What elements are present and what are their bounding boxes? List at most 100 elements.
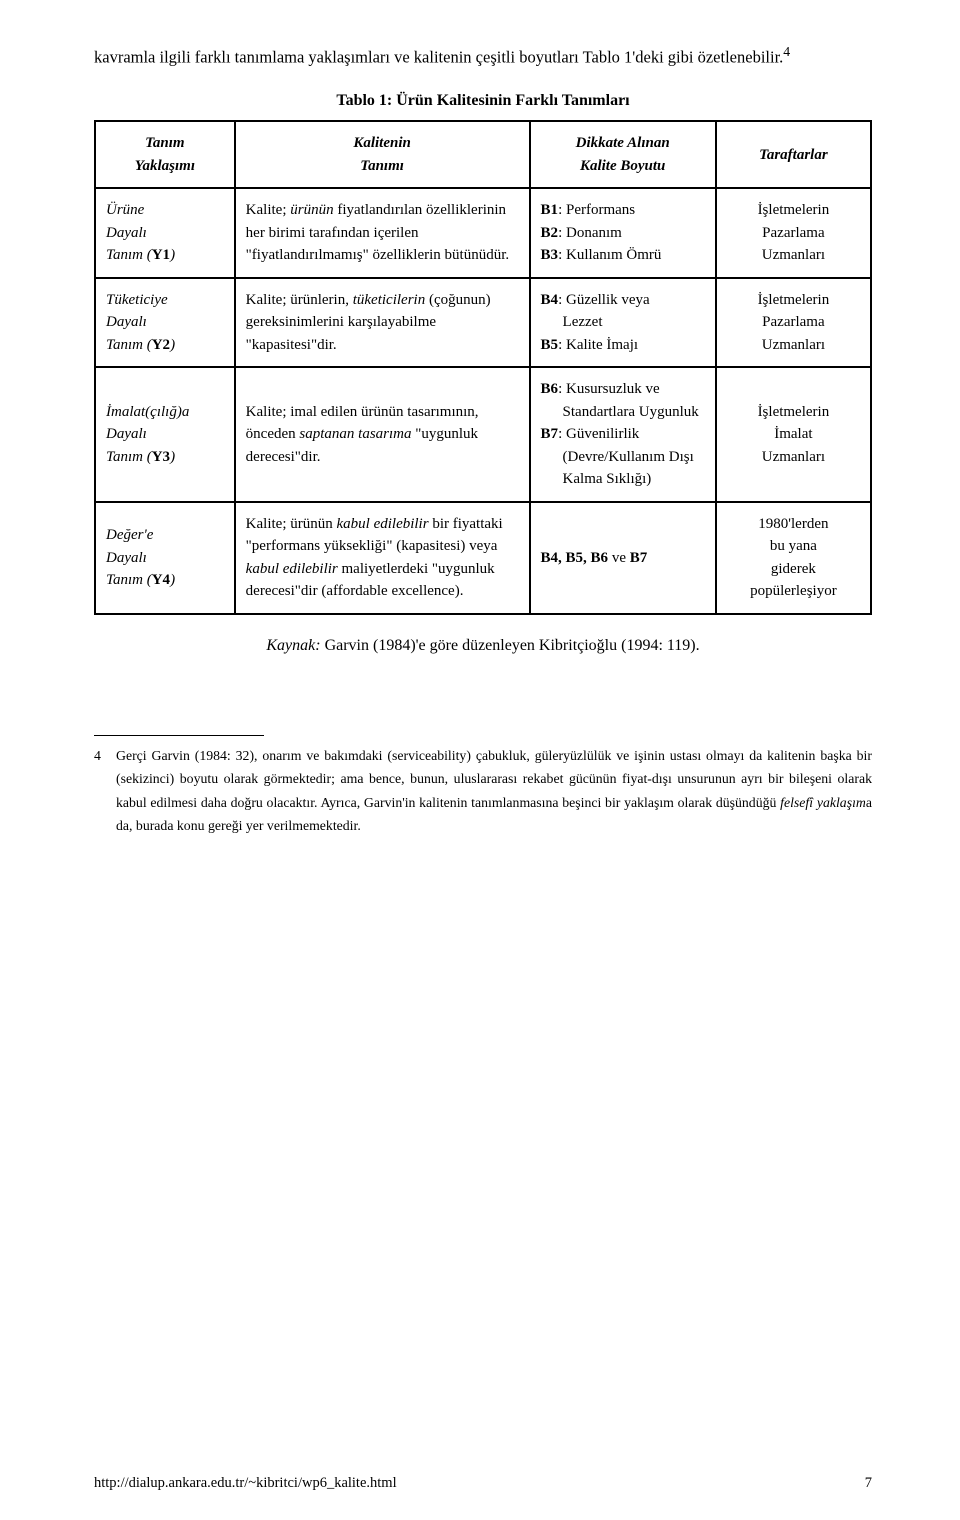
- dim-extra: (Devre/Kullanım Dışı Kalma Sıklığı): [563, 446, 705, 491]
- th-text: Kalite Boyutu: [580, 158, 665, 174]
- def-em: tüketicilerin: [353, 292, 425, 308]
- dim-item: B4: Güzellik veya Lezzet: [541, 289, 705, 334]
- dim-extra: Lezzet: [563, 311, 705, 334]
- table-caption: Tablo 1: Ürün Kalitesinin Farklı Tanımla…: [94, 92, 872, 110]
- table-row: İmalat(çılığ)a Dayalı Tanım (Y3) Kalite;…: [95, 367, 871, 502]
- sup-text: Uzmanları: [762, 247, 825, 263]
- supporters-cell: İşletmelerin Pazarlama Uzmanları: [716, 278, 871, 368]
- definition-cell: Kalite; imal edilen ürünün tasarımının, …: [235, 367, 530, 502]
- table-row: Tüketiciye Dayalı Tanım (Y2) Kalite; ürü…: [95, 278, 871, 368]
- footnote-em: felsefî yaklaşım: [780, 795, 866, 810]
- th-text: Yaklaşımı: [135, 158, 195, 174]
- definition-cell: Kalite; ürünün kabul edilebilir bir fiya…: [235, 502, 530, 614]
- dim-text: : Güvenilirlik: [558, 426, 639, 442]
- row-label: İmalat(çılığ)a Dayalı Tanım (Y3): [95, 367, 235, 502]
- label-text: Dayalı: [106, 426, 147, 442]
- dim-item: B3: Kullanım Ömrü: [541, 244, 705, 267]
- dim-code: B1: [541, 202, 559, 218]
- source-line: Kaynak: Garvin (1984)'e göre düzenleyen …: [94, 637, 872, 655]
- label-text: Tanım (: [106, 337, 152, 353]
- dim-code: B7: [630, 550, 648, 566]
- table-header-row: Tanım Yaklaşımı Kalitenin Tanımı Dikkate…: [95, 121, 871, 188]
- dim-text: : Kullanım Ömrü: [558, 247, 661, 263]
- table-row: Ürüne Dayalı Tanım (Y1) Kalite; ürünün f…: [95, 188, 871, 278]
- label-text: İmalat(çılığ)a: [106, 404, 189, 420]
- dim-text: : Güzellik veya: [558, 292, 650, 308]
- def-text: Kalite; ürünlerin,: [246, 292, 353, 308]
- footnote-text: Gerçi Garvin (1984: 32), onarım ve bakım…: [116, 748, 872, 810]
- dim-code: B4, B5, B6: [541, 550, 609, 566]
- dim-text: ve: [608, 550, 630, 566]
- dim-code: B7: [541, 426, 559, 442]
- th-text: Kalitenin: [353, 135, 411, 151]
- definition-cell: Kalite; ürünlerin, tüketicilerin (çoğunu…: [235, 278, 530, 368]
- def-em: kabul edilebilir: [246, 561, 338, 577]
- th-text: Tanım: [145, 135, 184, 151]
- dim-text: : Performans: [558, 202, 635, 218]
- def-text: Kalite;: [246, 202, 291, 218]
- th-dimension: Dikkate Alınan Kalite Boyutu: [530, 121, 716, 188]
- sup-text: İşletmelerin: [758, 202, 830, 218]
- th-approach: Tanım Yaklaşımı: [95, 121, 235, 188]
- dimensions-cell: B4, B5, B6 ve B7: [530, 502, 716, 614]
- dim-item: B5: Kalite İmajı: [541, 334, 705, 357]
- dim-text: : Kalite İmajı: [558, 337, 638, 353]
- sup-text: popülerleşiyor: [750, 583, 837, 599]
- dim-code: B4: [541, 292, 559, 308]
- footer-page-number: 7: [865, 1475, 872, 1492]
- def-em: saptanan tasarıma: [299, 426, 411, 442]
- dimensions-cell: B6: Kusursuzluk veStandartlara Uygunluk …: [530, 367, 716, 502]
- page-footer: http://dialup.ankara.edu.tr/~kibritci/wp…: [94, 1475, 872, 1492]
- sup-text: İşletmelerin: [758, 292, 830, 308]
- dim-code: B5: [541, 337, 559, 353]
- dimensions-cell: B4: Güzellik veya Lezzet B5: Kalite İmajı: [530, 278, 716, 368]
- row-label: Ürüne Dayalı Tanım (Y1): [95, 188, 235, 278]
- def-em: kabul edilebilir: [337, 516, 429, 532]
- source-label: Kaynak:: [266, 637, 320, 654]
- dim-code: B6: [541, 381, 559, 397]
- label-code: Y2: [152, 337, 170, 353]
- sup-text: Uzmanları: [762, 449, 825, 465]
- dim-item: B7: Güvenilirlik (Devre/Kullanım Dışı Kal…: [541, 423, 705, 491]
- dim-item: B1: Performans: [541, 199, 705, 222]
- dim-item: B6: Kusursuzluk veStandartlara Uygunluk: [541, 378, 705, 423]
- source-text: Garvin (1984)'e göre düzenleyen Kibritçi…: [321, 637, 700, 654]
- label-text: ): [170, 337, 175, 353]
- table-row: Değer'e Dayalı Tanım (Y4) Kalite; ürünün…: [95, 502, 871, 614]
- sup-text: giderek: [771, 561, 816, 577]
- supporters-cell: 1980'lerden bu yana giderek popülerleşiy…: [716, 502, 871, 614]
- th-text: Tanımı: [360, 158, 404, 174]
- label-text: Dayalı: [106, 314, 147, 330]
- th-text: Taraftarlar: [759, 147, 828, 163]
- label-code: Y4: [152, 572, 170, 588]
- supporters-cell: İşletmelerin Pazarlama Uzmanları: [716, 188, 871, 278]
- intro-text: kavramla ilgili farklı tanımlama yaklaşı…: [94, 48, 783, 67]
- sup-text: Pazarlama: [762, 225, 824, 241]
- label-text: Dayalı: [106, 550, 147, 566]
- label-text: ): [170, 247, 175, 263]
- footer-url: http://dialup.ankara.edu.tr/~kibritci/wp…: [94, 1475, 397, 1492]
- def-text: Kalite; ürünün: [246, 516, 337, 532]
- label-text: Tanım (: [106, 572, 152, 588]
- sup-text: bu yana: [770, 538, 817, 554]
- label-text: Tanım (: [106, 247, 152, 263]
- intro-paragraph: kavramla ilgili farklı tanımlama yaklaşı…: [94, 38, 872, 74]
- label-text: Ürüne: [106, 202, 144, 218]
- sup-text: Uzmanları: [762, 337, 825, 353]
- dim-code: B2: [541, 225, 559, 241]
- supporters-cell: İşletmelerin İmalat Uzmanları: [716, 367, 871, 502]
- dim-item: B2: Donanım: [541, 222, 705, 245]
- label-text: Tanım (: [106, 449, 152, 465]
- definition-cell: Kalite; ürünün fiyatlandırılan özellikle…: [235, 188, 530, 278]
- sup-text: İşletmelerin: [758, 404, 830, 420]
- page: kavramla ilgili farklı tanımlama yaklaşı…: [0, 0, 960, 1520]
- dim-extra: Standartlara Uygunluk: [563, 401, 705, 424]
- footnote-number: 4: [94, 744, 116, 838]
- footnote-rule: [94, 735, 264, 736]
- sup-text: 1980'lerden: [758, 516, 828, 532]
- sup-text: İmalat: [774, 426, 812, 442]
- th-supporters: Taraftarlar: [716, 121, 871, 188]
- quality-definitions-table: Tanım Yaklaşımı Kalitenin Tanımı Dikkate…: [94, 120, 872, 615]
- label-text: Tüketiciye: [106, 292, 168, 308]
- footnote-body: Gerçi Garvin (1984: 32), onarım ve bakım…: [116, 744, 872, 838]
